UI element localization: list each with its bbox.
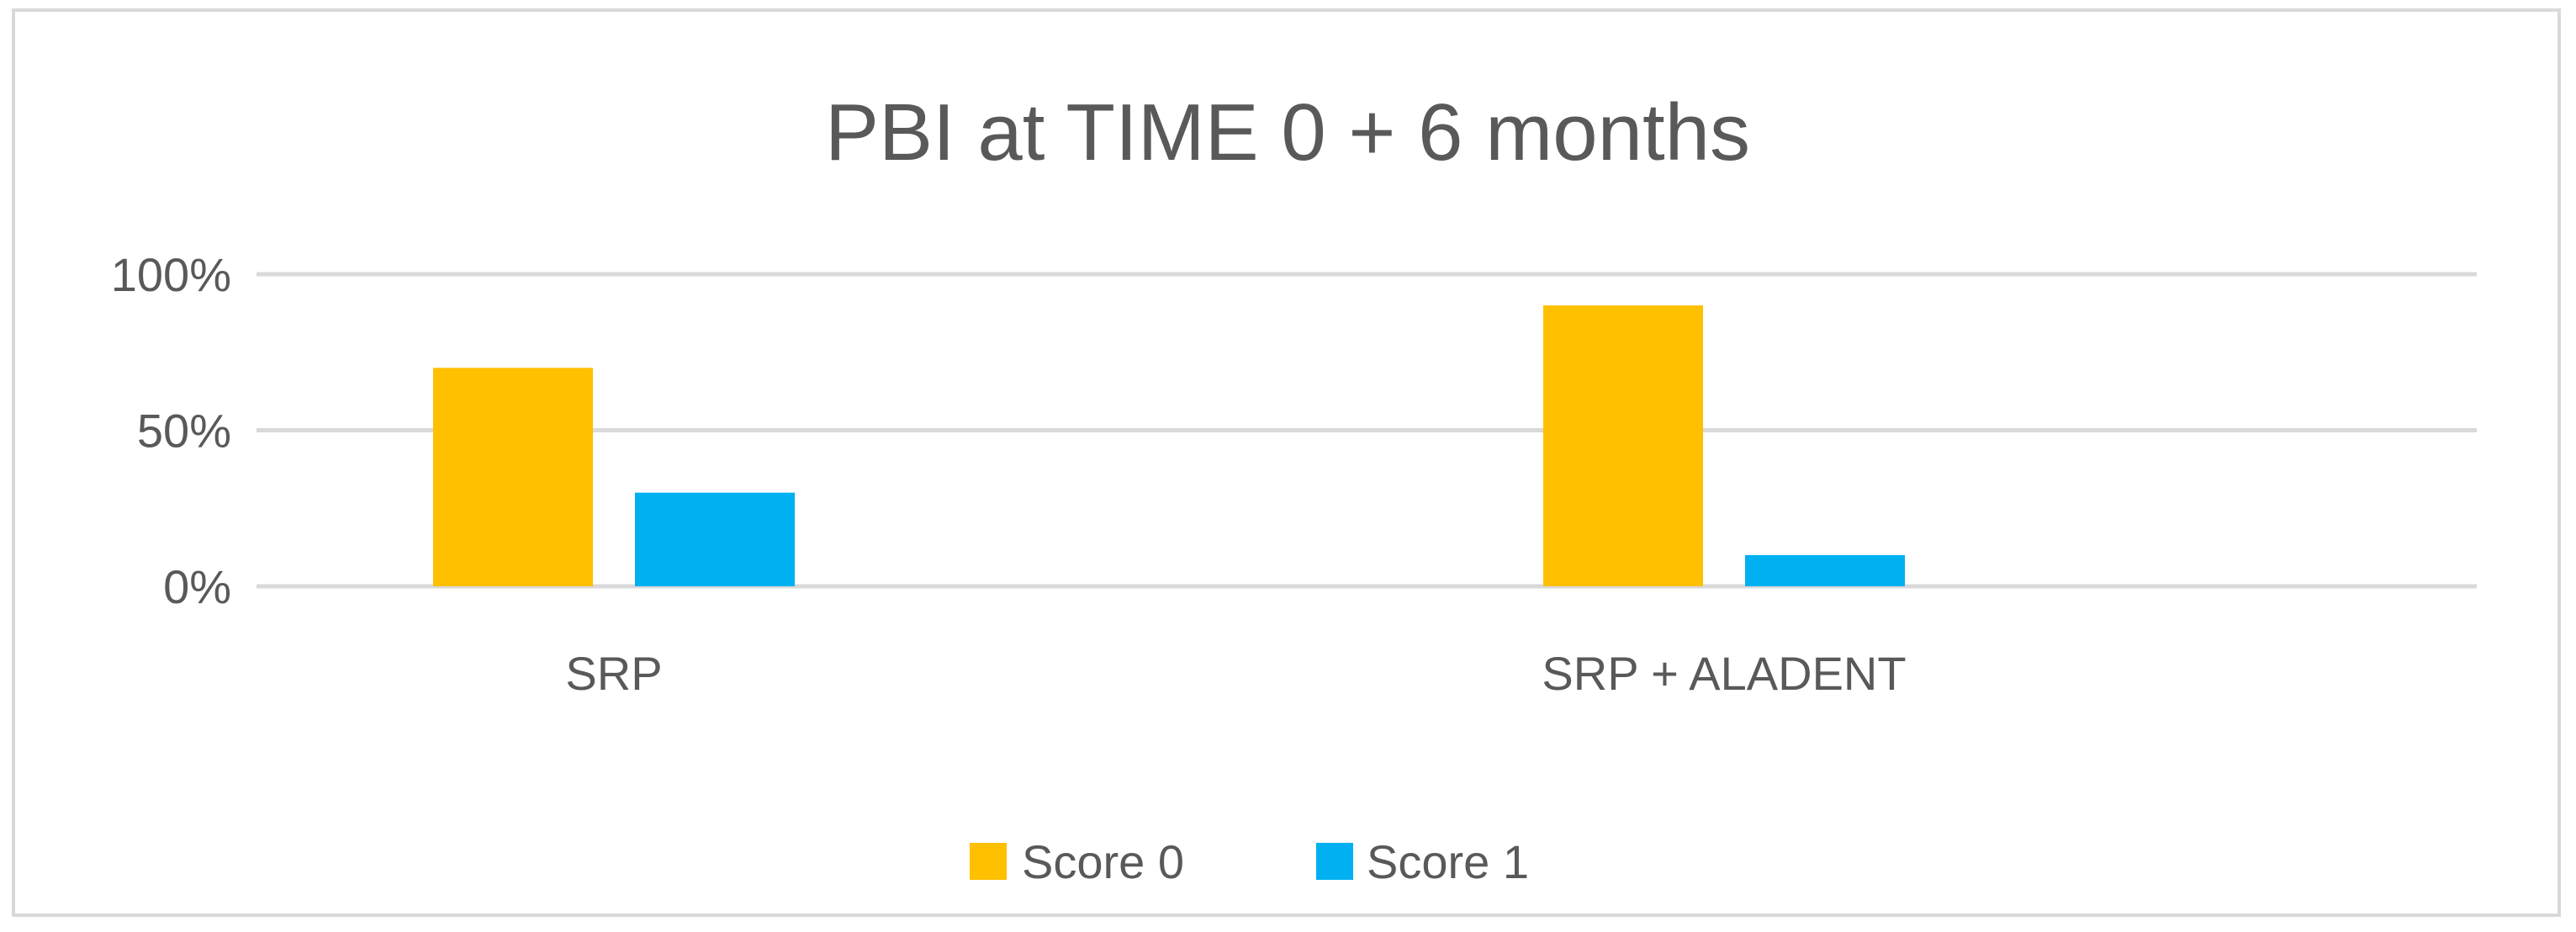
y-tick-label: 100% [111, 248, 231, 301]
chart-title: PBI at TIME 0 + 6 months [825, 87, 1750, 177]
bar-score-0-0 [433, 368, 593, 586]
legend-swatch-0 [970, 843, 1007, 880]
y-tick-label: 0% [163, 560, 231, 613]
category-label: SRP + ALADENT [1542, 647, 1906, 700]
category-labels: SRP SRP + ALADENT [565, 647, 1906, 700]
legend-label: Score 1 [1367, 835, 1529, 888]
legend: Score 0 Score 1 [970, 835, 1529, 888]
y-tick-label: 50% [137, 405, 231, 458]
bar-score-0-1 [1543, 305, 1703, 586]
y-axis-ticks: 0% 50% 100% [111, 248, 231, 613]
legend-label: Score 0 [1022, 835, 1184, 888]
legend-swatch-1 [1316, 843, 1353, 880]
bars [433, 305, 1905, 586]
bar-score-1-0 [635, 492, 795, 586]
bar-score-1-1 [1745, 554, 1905, 586]
category-label: SRP [565, 647, 662, 700]
gridlines [257, 272, 2477, 589]
